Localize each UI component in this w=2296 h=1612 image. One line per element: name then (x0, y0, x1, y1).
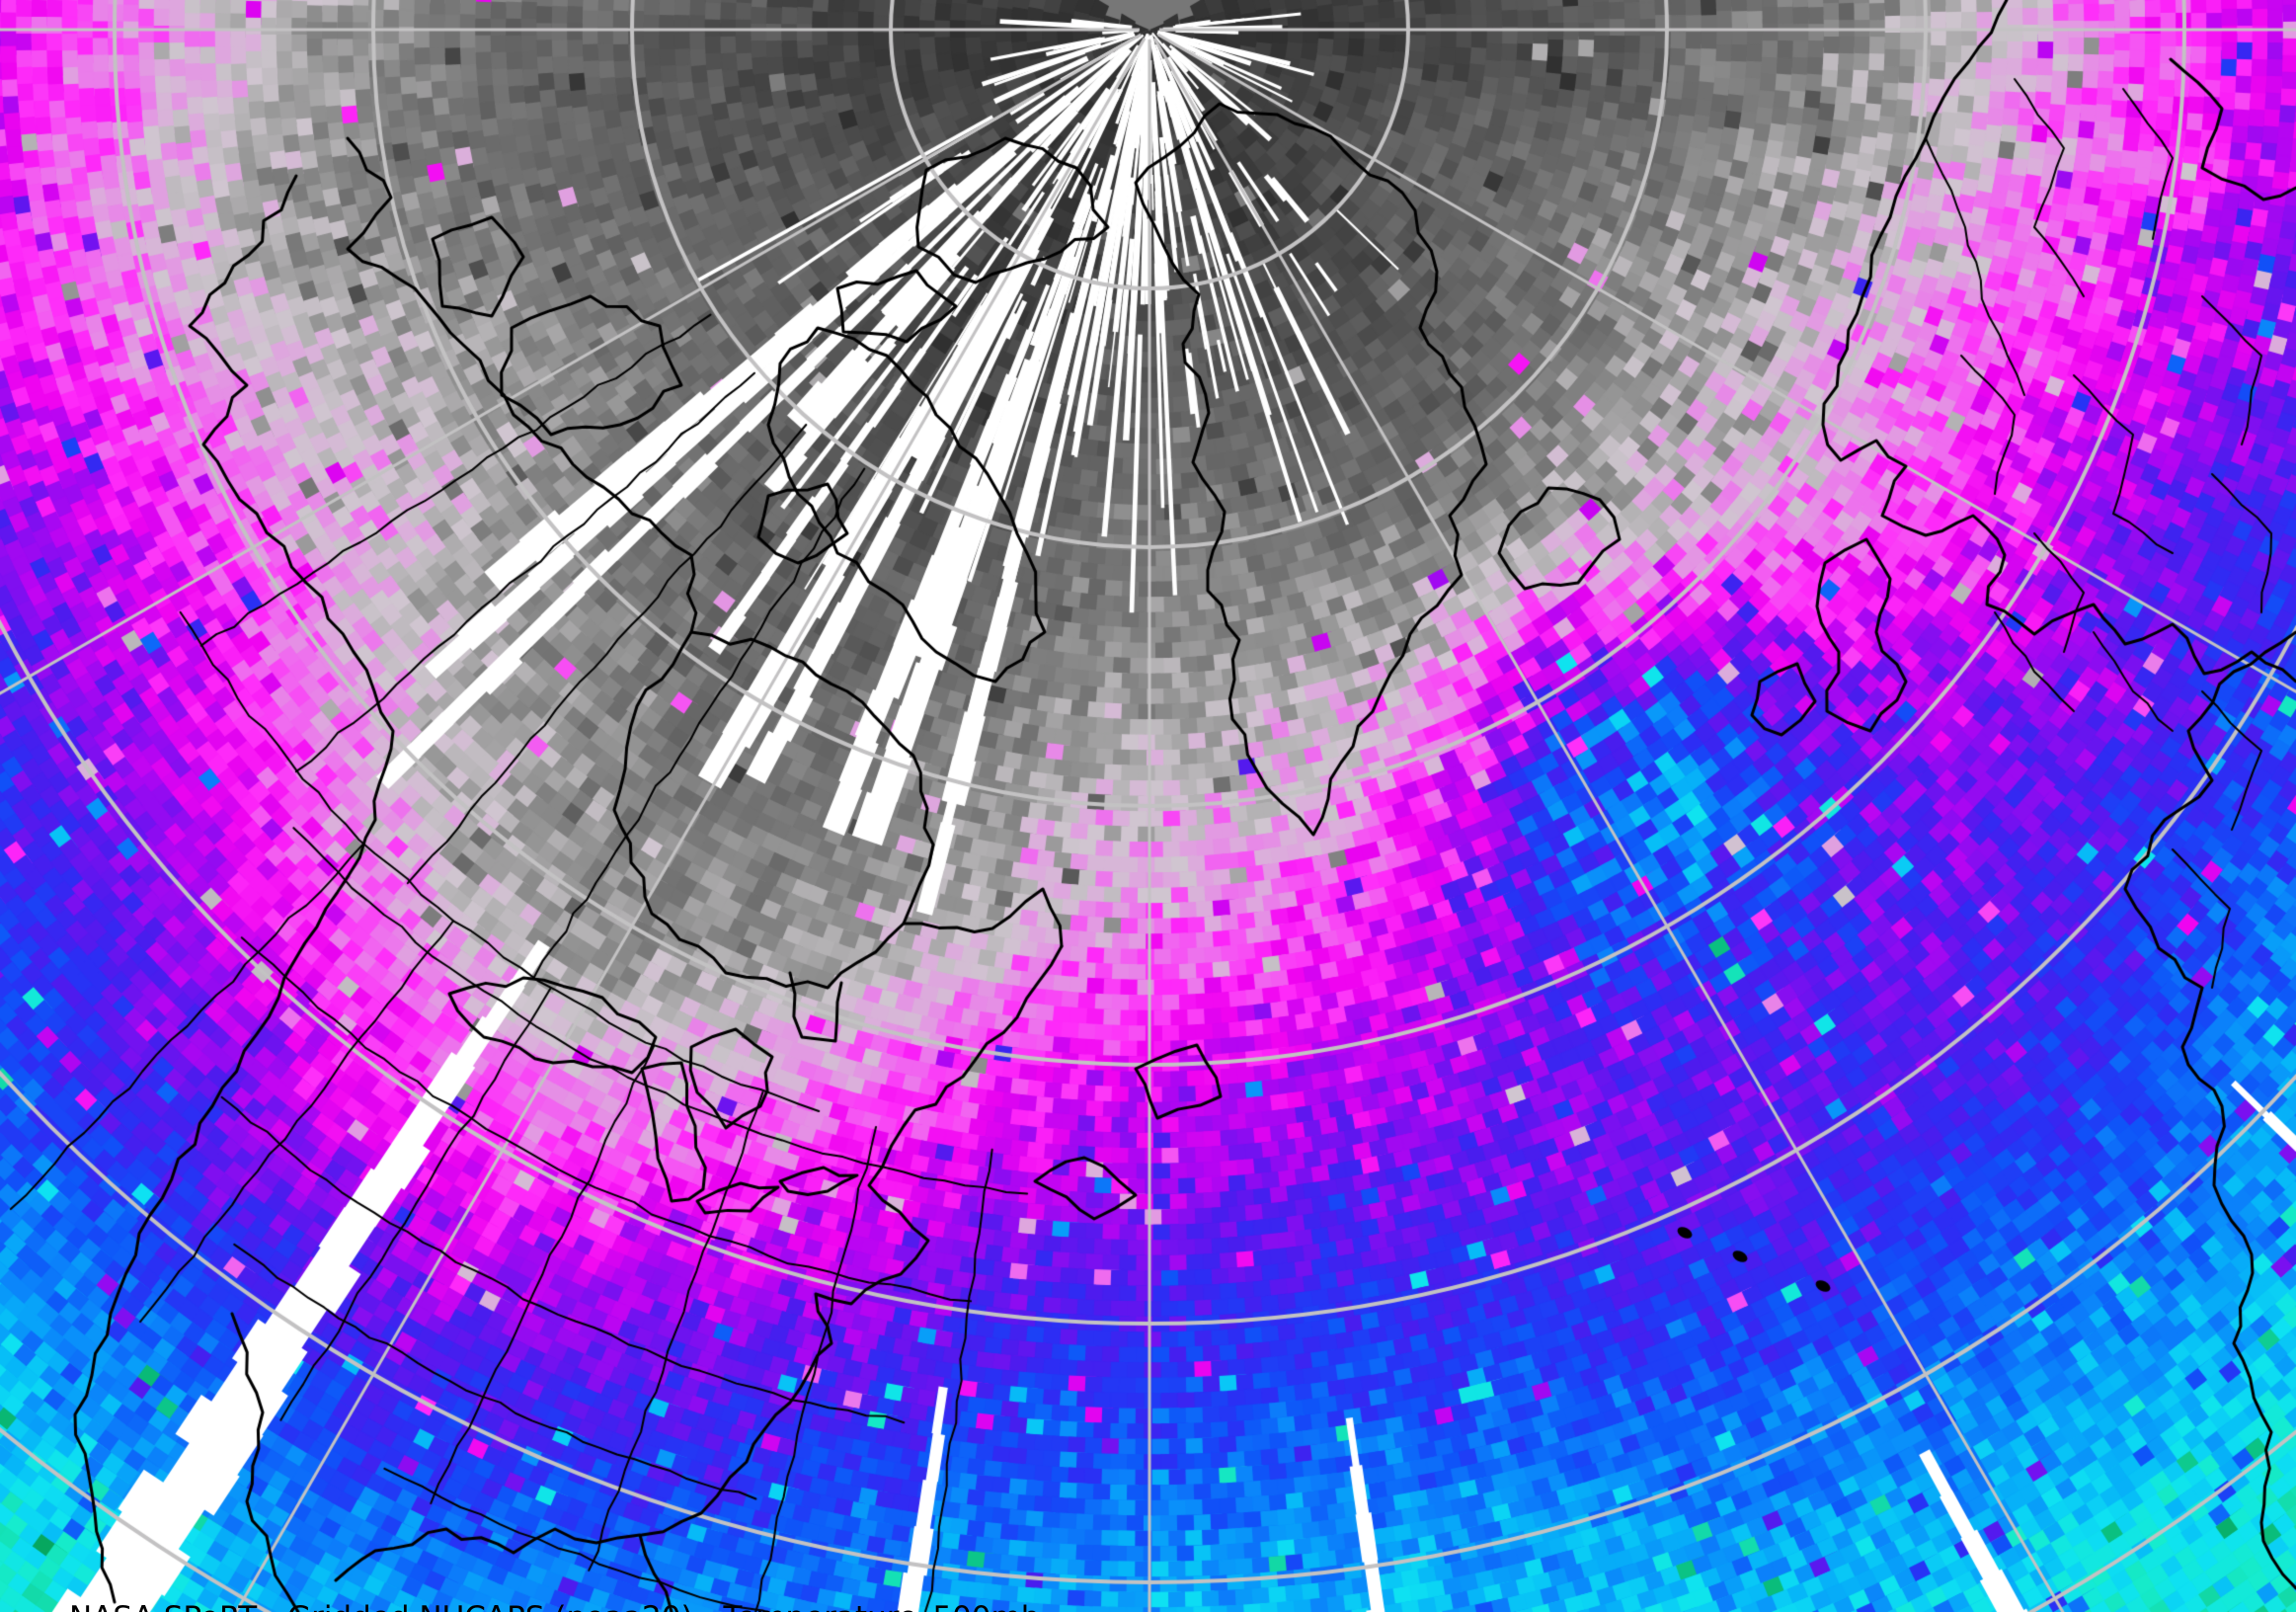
product-title-label: NASA SPoRT - Gridded NUCAPS (noaa20) - T… (69, 1599, 1040, 1612)
annotation-block: NASA SPoRT - Gridded NUCAPS (noaa20) - T… (69, 1524, 1040, 1612)
